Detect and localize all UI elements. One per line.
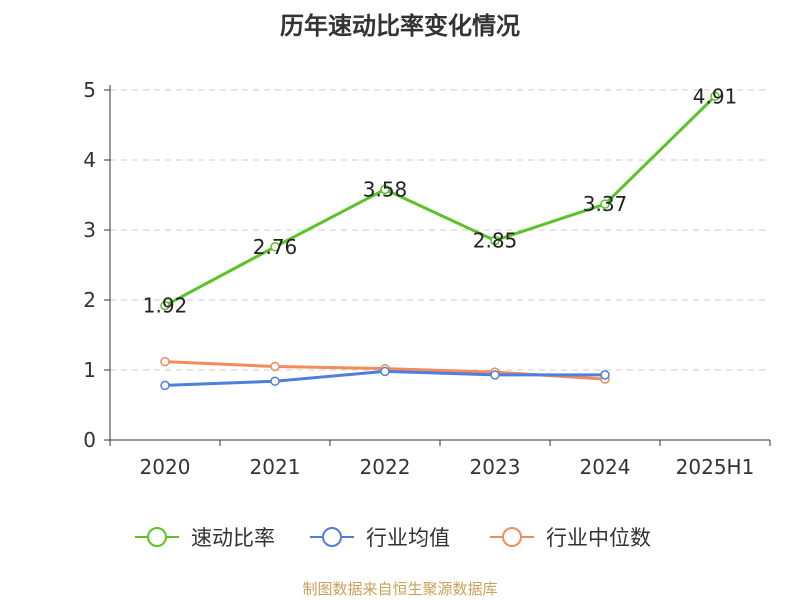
data-point xyxy=(270,242,280,252)
y-tick-label: 2 xyxy=(83,288,96,312)
data-label: 2.85 xyxy=(473,229,518,253)
data-point xyxy=(160,356,170,367)
data-point xyxy=(270,376,280,386)
data-point xyxy=(600,199,610,209)
x-tick-label: 2023 xyxy=(470,455,521,479)
data-point xyxy=(380,366,390,377)
legend-label: 速动比率 xyxy=(191,526,275,550)
chart-title: 历年速动比率变化情况 xyxy=(280,12,520,40)
legend-marker xyxy=(322,527,342,547)
data-point xyxy=(710,91,720,102)
data-point xyxy=(600,370,610,380)
legend-label: 行业均值 xyxy=(366,526,450,550)
x-tick-label: 2022 xyxy=(360,455,411,479)
y-tick-label: 5 xyxy=(83,78,96,102)
source-footer: 制图数据来自恒生聚源数据库 xyxy=(302,580,498,598)
data-point xyxy=(490,235,500,246)
series-line xyxy=(164,95,717,307)
y-tick-label: 0 xyxy=(83,428,96,452)
x-tick-label: 2020 xyxy=(140,455,191,479)
x-tick-label: 2021 xyxy=(250,455,301,479)
data-point xyxy=(160,300,170,311)
y-tick-label: 1 xyxy=(83,358,96,382)
data-label: 1.92 xyxy=(143,294,188,318)
data-label: 3.37 xyxy=(583,192,628,216)
data-label: 3.58 xyxy=(363,177,408,201)
data-point xyxy=(490,370,500,380)
data-point xyxy=(380,184,390,195)
legend-marker xyxy=(502,527,522,547)
data-point xyxy=(270,361,280,372)
legend-marker xyxy=(147,527,167,547)
data-label: 2.76 xyxy=(253,235,298,259)
data-label: 4.91 xyxy=(693,84,738,108)
y-tick-label: 3 xyxy=(83,218,96,242)
legend-label: 行业中位数 xyxy=(546,526,651,550)
data-point xyxy=(160,380,170,391)
x-tick-label: 2025H1 xyxy=(676,455,755,479)
y-tick-label: 4 xyxy=(83,148,96,172)
x-tick-label: 2024 xyxy=(580,455,631,479)
